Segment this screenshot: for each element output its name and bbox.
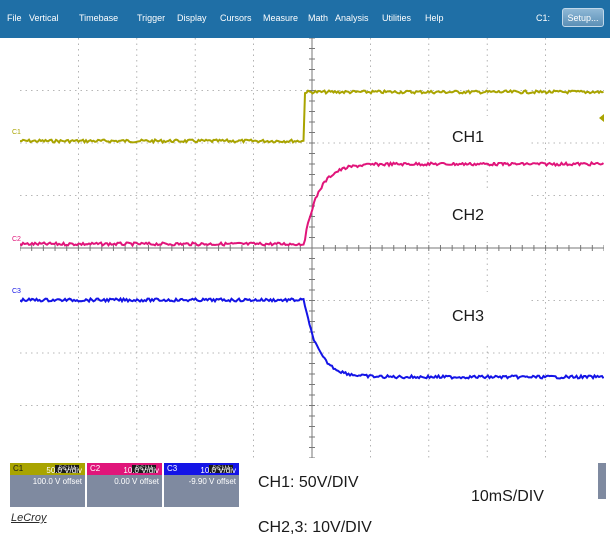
- menu-utilities[interactable]: Utilities: [382, 13, 412, 23]
- menu-trigger[interactable]: Trigger: [137, 13, 166, 23]
- ch2-tag: C2: [90, 464, 101, 473]
- ch1-trace: [20, 88, 604, 145]
- timebase-descriptor-edge: [598, 463, 606, 499]
- ch1-vdiv: 50.0 V/div: [46, 466, 82, 475]
- active-channel-indicator: C1:: [536, 13, 551, 23]
- ch3-marker: C3: [12, 288, 21, 295]
- ch3-vdiv: 10.0 V/div: [200, 466, 236, 475]
- waveform-grid: [20, 38, 604, 458]
- ch3-coupling-badge: DC1M: [209, 465, 233, 473]
- menu-file[interactable]: File: [7, 13, 22, 23]
- ch1-annotation: CH1: [452, 129, 485, 146]
- ch2-offset: 0.00 V offset: [114, 477, 159, 486]
- menu-measure[interactable]: Measure: [263, 13, 299, 23]
- ch3-descriptor[interactable]: C3 DC1M 10.0 V/div -9.90 V offset: [164, 463, 239, 507]
- ch1-offset: 100.0 V offset: [32, 477, 82, 486]
- menu-display[interactable]: Display: [177, 13, 207, 23]
- ch2-annotation: CH2: [452, 207, 485, 224]
- ch1-scale-annotation: CH1: 50V/DIV: [258, 474, 359, 491]
- ch1-descriptor[interactable]: C1 DC1M 50.0 V/div 100.0 V offset: [10, 463, 85, 507]
- lecroy-logo: LeCroy: [11, 512, 47, 524]
- ch2-label-box: CH2: [432, 192, 528, 242]
- ch3-annotation: CH3: [452, 308, 485, 325]
- ch2-vdiv: 10.0 V/div: [123, 466, 159, 475]
- ch3-trace: [20, 296, 604, 381]
- ch2-trace: [20, 160, 604, 248]
- menu-bar: File Vertical Timebase Trigger Display C…: [0, 0, 610, 38]
- ch2-marker: C2: [12, 236, 21, 243]
- ch1-label-box: CH1: [432, 116, 528, 162]
- ch1-tag: C1: [13, 464, 24, 473]
- ch3-label-box: CH3: [432, 292, 528, 344]
- ch3-offset: -9.90 V offset: [188, 477, 236, 486]
- menu-cursors[interactable]: Cursors: [220, 13, 252, 23]
- ch1-marker: C1: [12, 129, 21, 136]
- menu-help[interactable]: Help: [425, 13, 444, 23]
- waveform-display[interactable]: C1 C2 C3 CH1 CH2 CH3: [12, 38, 604, 458]
- menu-vertical[interactable]: Vertical: [29, 13, 59, 23]
- menu-timebase[interactable]: Timebase: [79, 13, 119, 23]
- timebase-annotation: 10mS/DIV: [471, 488, 544, 505]
- menu-analysis[interactable]: Analysis: [335, 13, 369, 23]
- trigger-level-marker: [599, 114, 604, 122]
- setup-button[interactable]: Setup...: [562, 8, 604, 27]
- ch23-scale-annotation: CH2,3: 10V/DIV: [258, 519, 372, 536]
- menu-math[interactable]: Math: [308, 13, 329, 23]
- ch1-coupling-badge: DC1M: [55, 465, 79, 473]
- ch2-coupling-badge: DC1M: [132, 465, 156, 473]
- ch3-tag: C3: [167, 464, 178, 473]
- ch2-descriptor[interactable]: C2 DC1M 10.0 V/div 0.00 V offset: [87, 463, 162, 507]
